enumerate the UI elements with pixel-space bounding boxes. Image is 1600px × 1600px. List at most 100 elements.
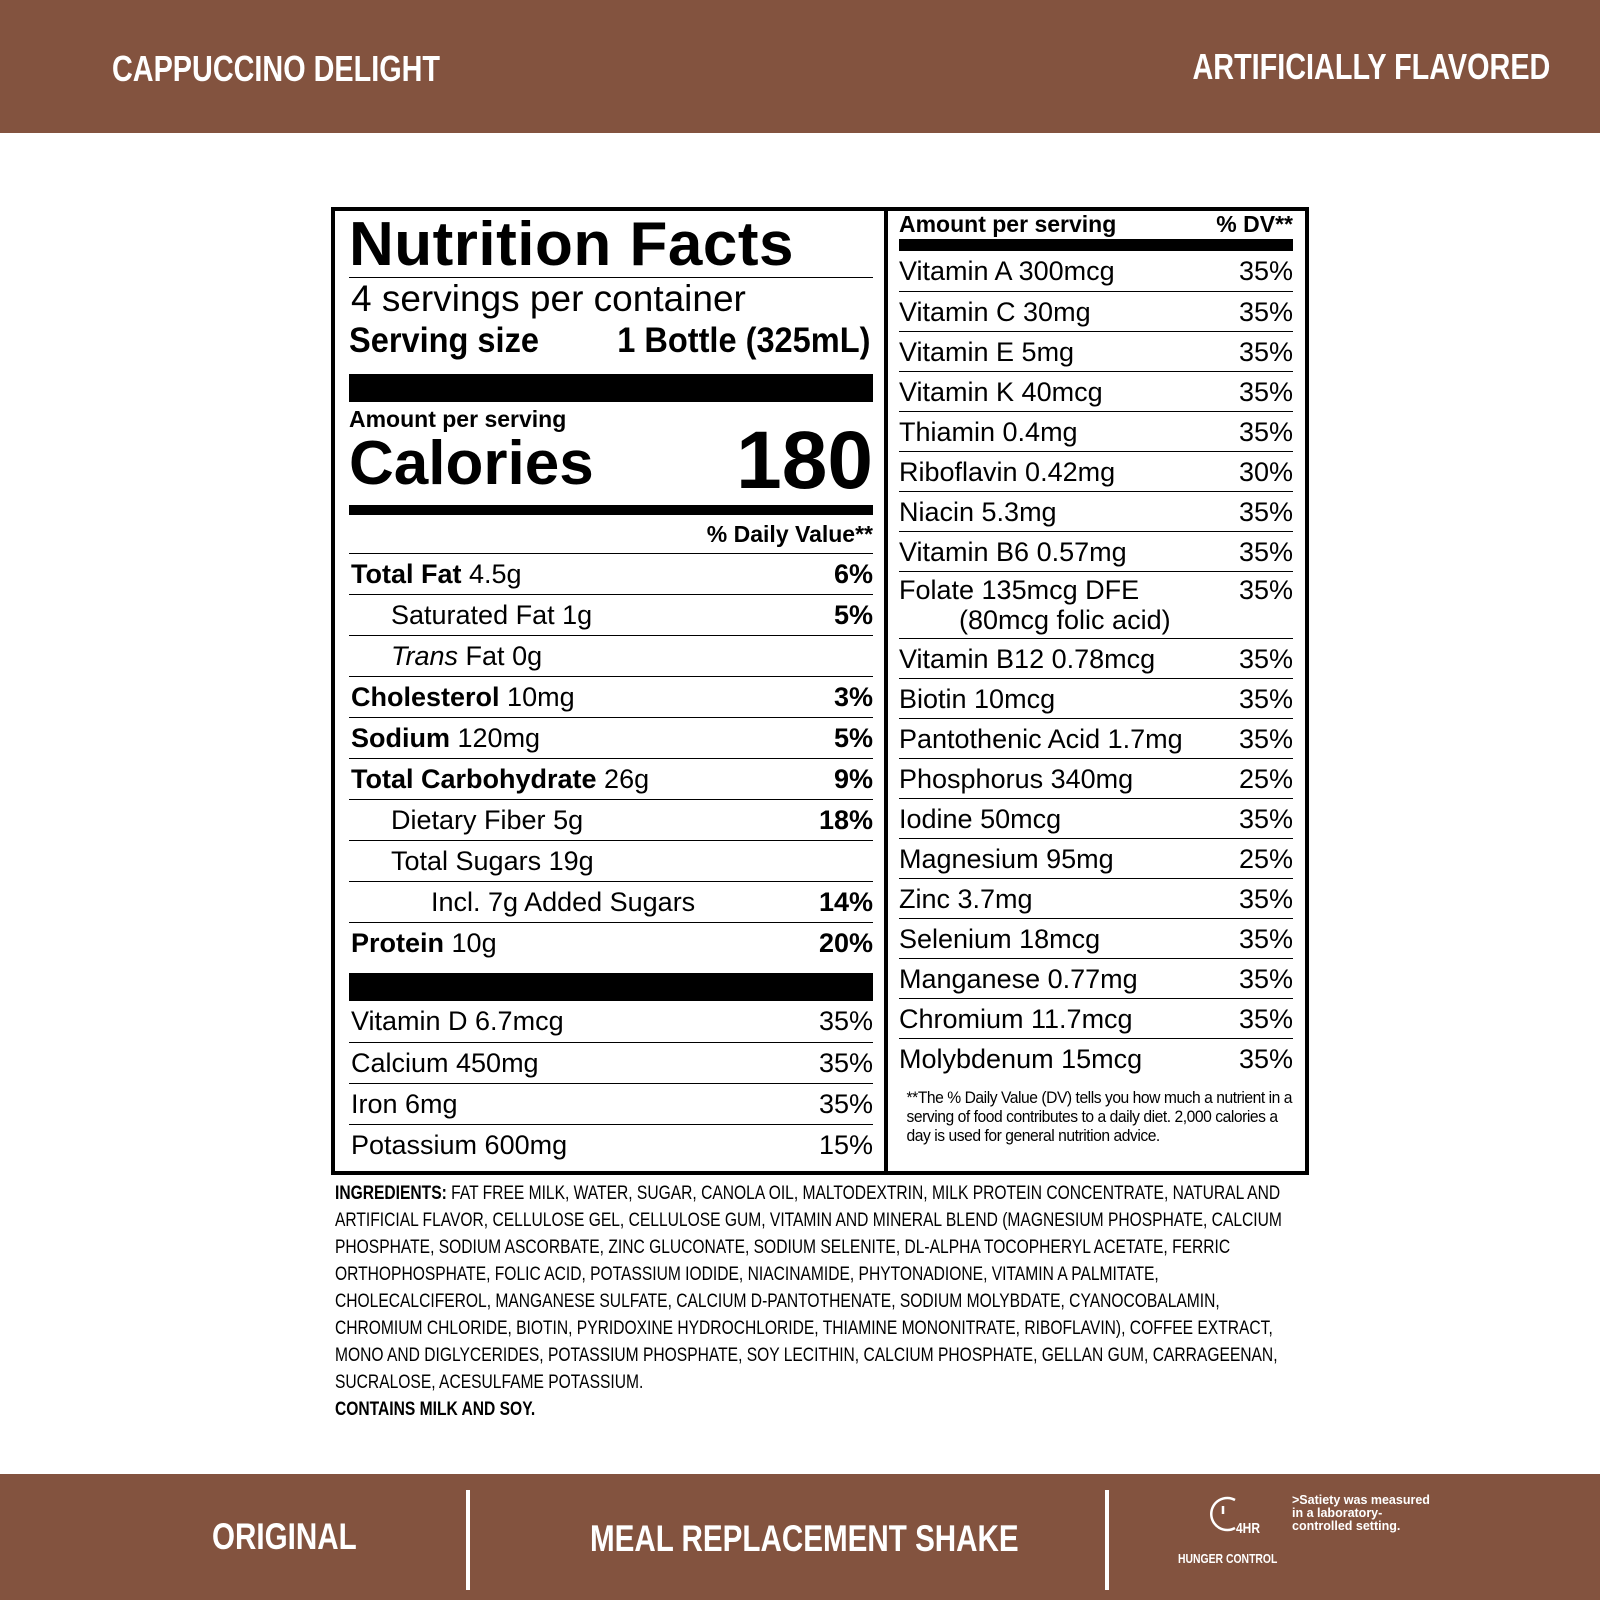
- micronutrient-dv: 30%: [1238, 456, 1293, 487]
- nutrient-row: Protein 10g 20%: [349, 922, 873, 963]
- amount-per-serving: Amount per serving: [349, 406, 567, 432]
- micronutrient-dv: 35%: [1238, 883, 1293, 914]
- serving-size-label: Serving size: [349, 321, 539, 360]
- micronutrient-name-group: Vitamin B12 0.78mcg: [899, 644, 1155, 674]
- nutrient-name: Saturated Fat: [391, 599, 555, 630]
- column-divider: [884, 207, 888, 1175]
- nutrient-name-group: Cholesterol 10mg: [349, 682, 575, 713]
- micronutrient-row: Vitamin K 40mcg 35%: [899, 371, 1293, 411]
- icon-caption: HUNGER CONTROL: [1178, 1551, 1278, 1566]
- micronutrient-name: Manganese 0.77mg: [899, 963, 1138, 994]
- nutrient-dv: 20%: [818, 927, 873, 958]
- nutrient-name: Cholesterol: [351, 681, 500, 712]
- micronutrient-name-group: Vitamin B6 0.57mg: [899, 537, 1127, 567]
- micronutrient-name-group: Thiamin 0.4mg: [899, 417, 1078, 447]
- micronutrient-dv: 35%: [1238, 296, 1293, 327]
- micronutrient-row: Selenium 18mcg 35%: [899, 918, 1293, 958]
- nutrient-name-group: Saturated Fat 1g: [349, 600, 592, 631]
- micronutrient-row: Molybdenum 15mcg 35%: [899, 1038, 1293, 1078]
- servings: 4 servings per container: [351, 278, 746, 319]
- micronutrient-name-group: Magnesium 95mg: [899, 844, 1114, 874]
- micronutrient-name-group: Zinc 3.7mg: [899, 884, 1033, 914]
- micronutrient-name-group: Vitamin E 5mg: [899, 337, 1074, 367]
- right-column: Amount per serving % DV** Vitamin A 300m…: [899, 209, 1293, 1145]
- nutrient-name-group: Sodium 120mg: [349, 723, 540, 754]
- calories-row: Calories 180: [349, 420, 873, 502]
- nutrient-row: Total Carbohydrate 26g 9%: [349, 758, 873, 799]
- nutrient-amount: 10g: [451, 927, 497, 958]
- nutrient-amount: 10mg: [507, 681, 575, 712]
- nutrient-name: Total Carbohydrate: [351, 763, 597, 794]
- micronutrient-name: Biotin 10mcg: [899, 683, 1056, 714]
- nutrient-amount: 0g: [512, 640, 543, 671]
- nutrient-amount: 120mg: [457, 722, 541, 753]
- micronutrient-name: Magnesium 95mg: [899, 843, 1114, 874]
- micronutrient-name: Niacin 5.3mg: [899, 496, 1057, 527]
- micronutrient-name: Vitamin B6 0.57mg: [899, 536, 1127, 567]
- nutrient-name-group: Dietary Fiber 5g: [349, 805, 583, 836]
- micronutrient-name-group: Pantothenic Acid 1.7mg: [899, 724, 1183, 754]
- nutrient-amount: 19g: [548, 845, 594, 876]
- ingredients: INGREDIENTS: FAT FREE MILK, WATER, SUGAR…: [335, 1180, 1287, 1423]
- right-dv-header: % DV**: [1216, 211, 1293, 237]
- micronutrient-row: Magnesium 95mg 25%: [899, 838, 1293, 878]
- nutrient-row: Total Fat 4.5g 6%: [349, 553, 873, 594]
- micronutrient-name-group: Riboflavin 0.42mg: [899, 457, 1115, 487]
- vitamin-row: Potassium 600mg 15%: [349, 1124, 873, 1165]
- micronutrient-name-group: Folate 135mcg DFE (80mcg folic acid): [899, 575, 1171, 635]
- micronutrient-name: Folate 135mcg DFE: [899, 575, 1140, 605]
- micronutrient-dv: 35%: [1238, 963, 1293, 994]
- calories-label: Calories: [349, 429, 594, 498]
- micronutrient-name-group: Vitamin C 30mg: [899, 297, 1091, 327]
- product-title: CAPPUCCINO DELIGHT: [112, 48, 441, 89]
- vitamin-dv: 35%: [818, 1088, 873, 1119]
- nutrient-row: Dietary Fiber 5g 18%: [349, 799, 873, 840]
- satiety-note: >Satiety was measured in a laboratory-co…: [1292, 1493, 1430, 1533]
- nutrient-dv: 9%: [833, 763, 873, 794]
- vitamin-dv: 35%: [818, 1047, 873, 1078]
- nutrient-row: Saturated Fat 1g 5%: [349, 594, 873, 635]
- nutrient-name-group: Protein 10g: [349, 928, 497, 959]
- right-header-label: Amount per serving: [899, 211, 1117, 237]
- micronutrient-row: Vitamin B6 0.57mg 35%: [899, 531, 1293, 571]
- micronutrient-dv: 35%: [1238, 683, 1293, 714]
- nutrient-row: Trans Fat 0g: [349, 635, 873, 676]
- thick-bar: [349, 374, 873, 402]
- footer-left: ORIGINAL: [212, 1516, 357, 1557]
- icon-arc: [1210, 1496, 1236, 1532]
- micronutrient-name: Vitamin K 40mcg: [899, 376, 1103, 407]
- micronutrient-name: Thiamin 0.4mg: [899, 416, 1078, 447]
- micronutrient-name-group: Selenium 18mcg: [899, 924, 1100, 954]
- medium-bar: [899, 239, 1293, 251]
- micronutrient-name: Selenium 18mcg: [899, 923, 1101, 954]
- micronutrient-row: Riboflavin 0.42mg 30%: [899, 451, 1293, 491]
- micronutrient-dv: 35%: [1238, 575, 1293, 605]
- nutrient-dv: 5%: [833, 722, 873, 753]
- micronutrient-dv: 35%: [1238, 923, 1293, 954]
- micronutrient-name: Zinc 3.7mg: [899, 883, 1033, 914]
- micronutrient-dv: 25%: [1238, 763, 1293, 794]
- nutrient-amount: 26g: [604, 763, 650, 794]
- footnote: **The % Daily Value (DV) tells you how m…: [906, 1088, 1293, 1145]
- dv-header: % Daily Value**: [706, 521, 873, 547]
- label-title: Nutrition Facts: [349, 213, 873, 278]
- vitamin-dv: 15%: [818, 1129, 873, 1160]
- micronutrient-name-group: Manganese 0.77mg: [899, 964, 1138, 994]
- micronutrient-dv: 35%: [1238, 723, 1293, 754]
- micronutrient-dv: 35%: [1238, 803, 1293, 834]
- vitamin-row: Calcium 450mg 35%: [349, 1042, 873, 1083]
- micronutrient-dv: 35%: [1238, 376, 1293, 407]
- micronutrient-list: Vitamin A 300mcg 35% Vitamin C 30mg 35% Vita…: [899, 251, 1293, 1078]
- nutrient-name: Protein: [351, 927, 445, 958]
- vitamin-name: Vitamin D 6.7mcg: [351, 1006, 564, 1036]
- micronutrient-row: Vitamin A 300mcg 35%: [899, 251, 1293, 291]
- footer-center: MEAL REPLACEMENT SHAKE: [590, 1518, 1019, 1559]
- right-header: Amount per serving % DV**: [899, 209, 1293, 239]
- micronutrient-name: Pantothenic Acid 1.7mg: [899, 723, 1183, 754]
- micronutrient-dv: 35%: [1238, 416, 1293, 447]
- nutrient-name: Total Fat: [351, 558, 462, 589]
- micronutrient-dv: 35%: [1238, 643, 1293, 674]
- micronutrient-row: Thiamin 0.4mg 35%: [899, 411, 1293, 451]
- flavor-note: ARTIFICIALLY FLAVORED: [1192, 46, 1550, 87]
- micronutrient-row: Biotin 10mcg 35%: [899, 678, 1293, 718]
